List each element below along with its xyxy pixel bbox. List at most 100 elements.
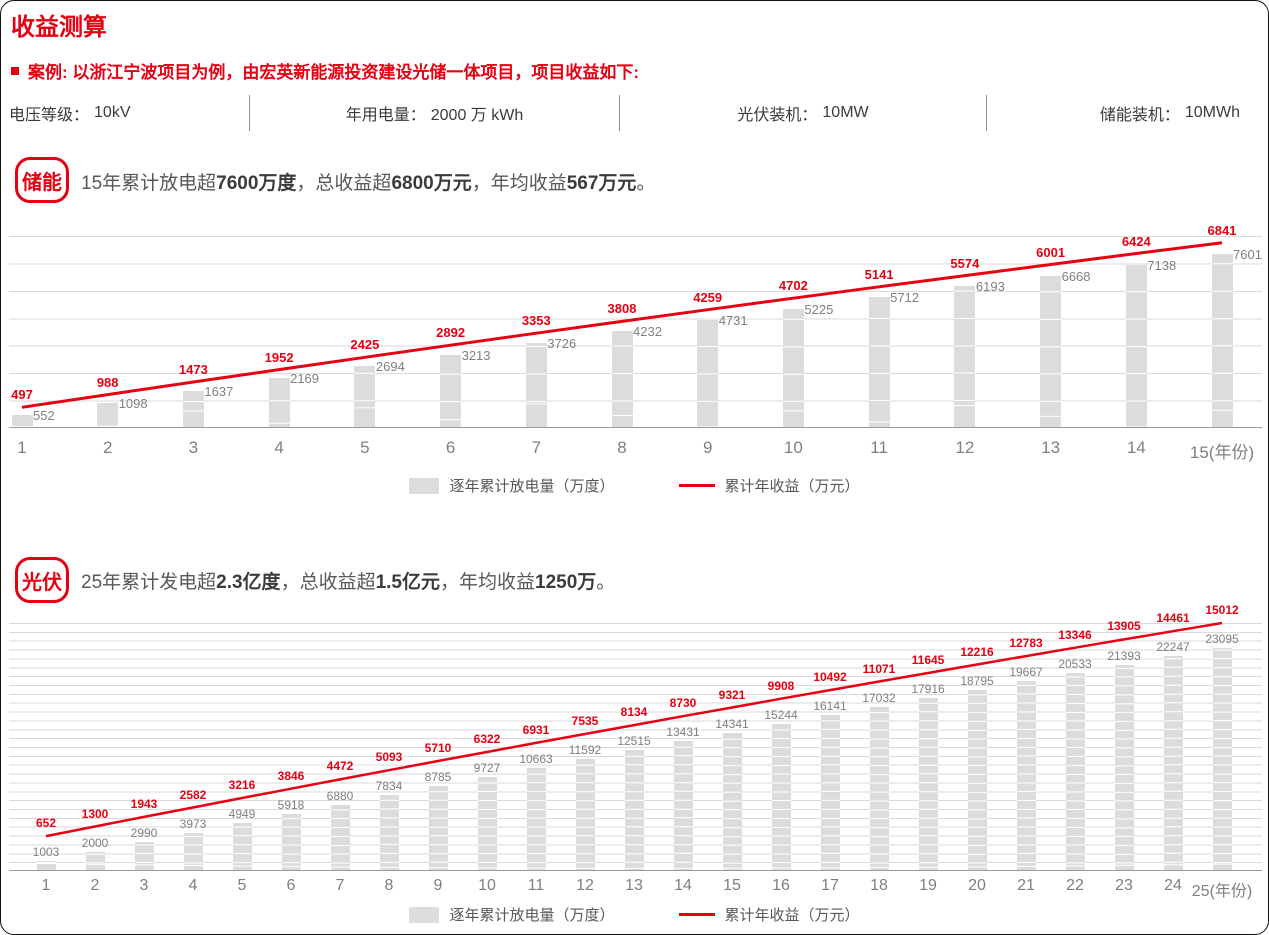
bar-value-label: 17032 bbox=[862, 690, 896, 705]
bar-value-label: 2990 bbox=[130, 826, 158, 841]
bar bbox=[782, 308, 804, 428]
x-axis-label: 22 bbox=[1066, 877, 1084, 894]
bar-value-label: 6880 bbox=[326, 788, 354, 803]
bar bbox=[918, 698, 938, 871]
bar-value-label: 9727 bbox=[473, 761, 501, 776]
param-value: 10MWh bbox=[1184, 104, 1240, 121]
line-value-label: 6001 bbox=[1036, 244, 1066, 260]
x-axis-label: 8 bbox=[384, 877, 394, 894]
line-value-label: 12783 bbox=[1009, 636, 1043, 651]
x-axis-label: 7 bbox=[531, 438, 542, 457]
x-axis-label: 1 bbox=[41, 877, 51, 894]
bar bbox=[182, 390, 204, 428]
bar bbox=[36, 861, 56, 871]
param-label: 储能装机： bbox=[1099, 107, 1180, 124]
bar-value-label: 4949 bbox=[228, 807, 256, 822]
bar-value-label: 5712 bbox=[890, 290, 920, 306]
x-axis-label: 14 bbox=[674, 877, 692, 894]
line-value-label: 13346 bbox=[1058, 627, 1092, 642]
bar bbox=[967, 689, 987, 871]
x-axis-label: 24 bbox=[1164, 877, 1182, 894]
x-axis-label: 6 bbox=[445, 438, 456, 457]
case-note: 案例: 以浙江宁波项目为例，由宏英新能源投资建设光储一体项目，项目收益如下: bbox=[11, 58, 639, 83]
legend-item-line: 累计年收益（万元） bbox=[678, 475, 860, 496]
line-value-label: 1952 bbox=[264, 349, 294, 365]
headline-segment: 1250万 bbox=[535, 572, 597, 593]
x-axis-label: 15(年份) bbox=[1189, 443, 1255, 462]
x-axis-label: 15 bbox=[723, 877, 741, 894]
bar bbox=[771, 723, 791, 871]
param-value: 10MW bbox=[822, 104, 869, 121]
x-axis-label: 3 bbox=[139, 877, 149, 894]
line-value-label: 2425 bbox=[350, 337, 380, 353]
bar bbox=[477, 777, 497, 871]
headline-segment: 567万元 bbox=[566, 173, 637, 194]
bar-value-label: 3213 bbox=[461, 347, 491, 363]
line-value-label: 9321 bbox=[718, 687, 746, 702]
legend-bar-label: 逐年累计放电量（万度） bbox=[449, 907, 615, 924]
bar bbox=[11, 415, 33, 428]
headline-segment: 15年累计放电超 bbox=[81, 173, 217, 194]
line-value-label: 3353 bbox=[521, 313, 551, 329]
x-axis-label: 2 bbox=[90, 877, 100, 894]
line-value-label: 3808 bbox=[607, 301, 637, 317]
bar-value-label: 17916 bbox=[911, 682, 945, 697]
bar-value-label: 12515 bbox=[617, 734, 651, 749]
line-value-label: 1300 bbox=[81, 806, 109, 821]
headline-segment: 6800万元 bbox=[391, 173, 472, 194]
x-axis-label: 8 bbox=[617, 438, 627, 457]
line-value-label: 5710 bbox=[424, 741, 452, 755]
param-annual-usage: 年用电量： 2000 万 kWh bbox=[250, 101, 619, 125]
x-axis-label: 3 bbox=[188, 438, 199, 457]
bar-value-label: 4731 bbox=[718, 312, 748, 328]
headline-segment: 2.3亿度 bbox=[216, 572, 281, 593]
bar bbox=[232, 823, 252, 871]
bar-value-label: 18795 bbox=[960, 673, 994, 688]
bar bbox=[428, 786, 448, 871]
line-value-label: 11645 bbox=[911, 653, 945, 667]
bar-value-label: 10663 bbox=[519, 752, 553, 767]
x-axis-label: 23 bbox=[1115, 877, 1133, 894]
bar bbox=[379, 795, 399, 871]
param-pv-capacity: 光伏装机： 10MW bbox=[620, 101, 986, 125]
bar bbox=[134, 842, 154, 871]
pv-chart-plot: 1003 2000 2990 3973 4949 5918 6880 7834 8785 9727… bbox=[9, 603, 1262, 871]
bar bbox=[525, 342, 547, 428]
bar bbox=[440, 354, 462, 428]
headline-segment: 1.5亿元 bbox=[375, 572, 440, 593]
x-axis-label: 18 bbox=[870, 877, 888, 894]
line-value-label: 15012 bbox=[1205, 603, 1239, 617]
line-value-label: 14461 bbox=[1156, 611, 1190, 626]
x-axis-label: 20 bbox=[968, 877, 986, 894]
bar bbox=[183, 832, 203, 871]
divider bbox=[249, 95, 250, 131]
line-value-label: 4472 bbox=[326, 759, 354, 774]
bar bbox=[1016, 681, 1036, 871]
bar-value-label: 21393 bbox=[1107, 648, 1141, 663]
bar-value-label: 6668 bbox=[1061, 268, 1091, 284]
bar-value-label: 23095 bbox=[1205, 632, 1239, 647]
legend-line-swatch bbox=[678, 913, 715, 916]
line-value-label: 6322 bbox=[473, 732, 501, 746]
x-axis-label: 21 bbox=[1017, 877, 1035, 894]
x-axis-label: 9 bbox=[702, 438, 713, 457]
x-axis-label: 17 bbox=[821, 877, 839, 894]
x-axis-label: 11 bbox=[527, 877, 545, 894]
x-axis-label: 25(年份) bbox=[1191, 883, 1253, 900]
bar bbox=[697, 319, 719, 428]
bar-value-label: 1098 bbox=[118, 395, 148, 411]
x-axis-label: 5 bbox=[360, 438, 370, 457]
legend-item-bars: 逐年累计放电量（万度） bbox=[409, 475, 615, 496]
pv-chart-legend: 逐年累计放电量（万度） 累计年收益（万元） bbox=[1, 904, 1268, 925]
pv-headline: 25年累计发电超2.3亿度，总收益超1.5亿元，年均收益1250万。 bbox=[81, 567, 615, 594]
x-axis-label: 12 bbox=[576, 877, 594, 894]
headline-segment: ，年均收益 bbox=[440, 572, 536, 593]
param-storage-capacity: 储能装机： 10MWh bbox=[987, 101, 1268, 125]
legend-line-label: 累计年收益（万元） bbox=[724, 907, 860, 924]
bar-value-label: 1637 bbox=[204, 383, 234, 399]
bar-value-label: 5918 bbox=[277, 797, 305, 812]
x-axis-label: 13 bbox=[625, 877, 643, 894]
line-value-label: 8730 bbox=[669, 696, 697, 711]
bar bbox=[1163, 656, 1183, 871]
bar-value-label: 2694 bbox=[375, 359, 405, 375]
